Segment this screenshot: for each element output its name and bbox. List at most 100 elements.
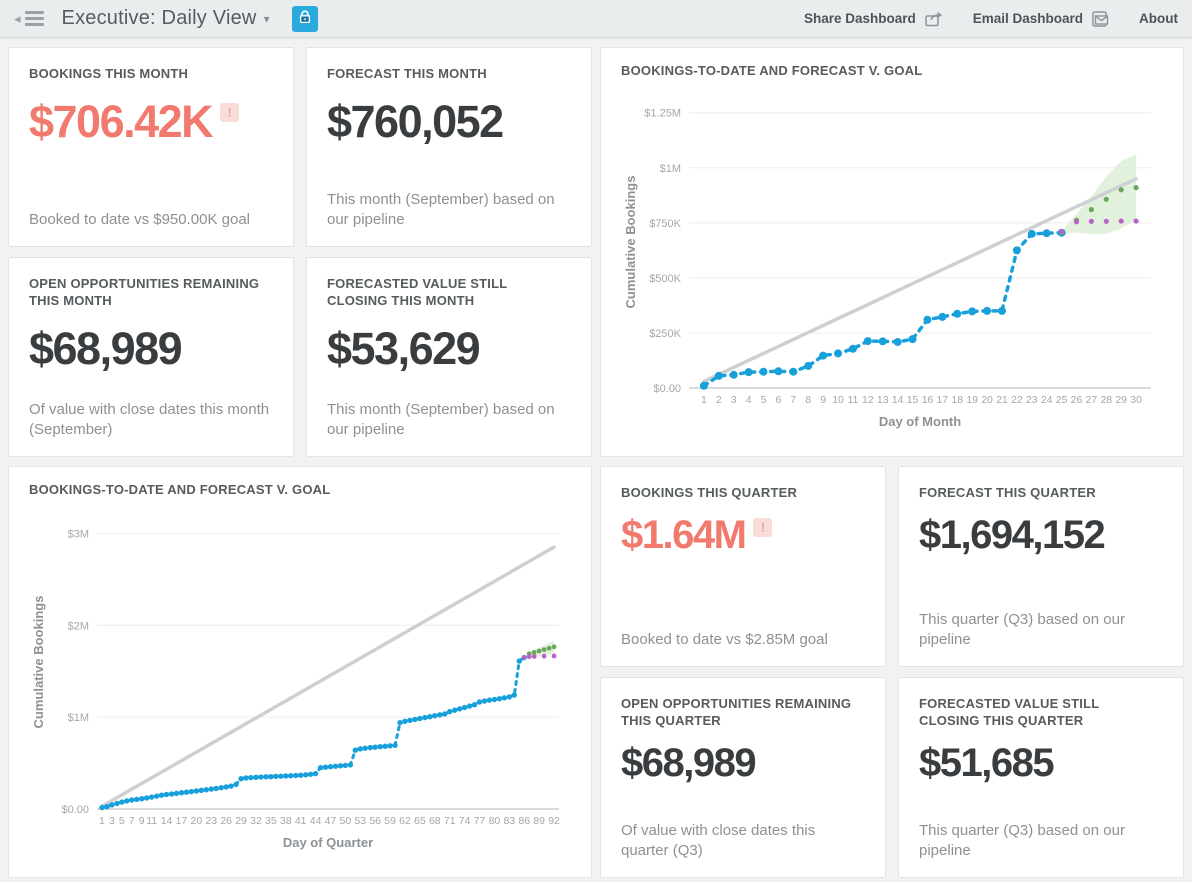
svg-text:$1M: $1M — [660, 163, 681, 175]
card-value: $68,989 — [621, 741, 757, 786]
share-icon — [924, 11, 943, 27]
svg-text:20: 20 — [981, 394, 993, 406]
svg-text:11: 11 — [847, 394, 858, 406]
svg-text:15: 15 — [907, 394, 919, 406]
card-value: $53,629 — [327, 323, 481, 375]
card-title: OPEN OPPORTUNITIES REMAINING THIS QUARTE… — [621, 696, 852, 729]
svg-text:44: 44 — [310, 815, 322, 827]
quarter-chart-card: BOOKINGS-TO-DATE AND FORECAST V. GOAL $0… — [8, 466, 592, 878]
svg-text:68: 68 — [429, 815, 441, 827]
svg-text:$500K: $500K — [649, 273, 681, 285]
card-title: BOOKINGS THIS QUARTER — [621, 485, 798, 500]
svg-text:20: 20 — [191, 815, 203, 827]
month-stats-quadrant: BOOKINGS THIS MONTH $706.42K! Booked to … — [8, 47, 592, 457]
svg-text:13: 13 — [877, 394, 889, 406]
svg-text:2: 2 — [716, 394, 722, 406]
svg-text:89: 89 — [533, 815, 545, 827]
lock-button[interactable] — [291, 5, 318, 32]
svg-text:$1M: $1M — [68, 712, 89, 724]
svg-text:12: 12 — [862, 394, 874, 406]
svg-text:14: 14 — [161, 815, 173, 827]
topbar-actions: Share Dashboard Email Dashboard About — [804, 10, 1178, 27]
dashboard-title[interactable]: Executive: Daily View — [61, 7, 257, 29]
stat-card-forecasted-value-quarter: FORECASTED VALUE STILL CLOSING THIS QUAR… — [898, 677, 1184, 878]
card-caption: This month (September) based on our pipe… — [327, 190, 555, 228]
svg-text:9: 9 — [139, 815, 145, 827]
svg-text:$2M: $2M — [68, 620, 89, 632]
svg-text:22: 22 — [1011, 394, 1023, 406]
svg-text:$3M: $3M — [68, 528, 89, 540]
svg-text:47: 47 — [325, 815, 337, 827]
svg-text:86: 86 — [518, 815, 530, 827]
card-value: $1.64M! — [621, 513, 865, 558]
email-dashboard-label: Email Dashboard — [972, 11, 1084, 26]
svg-text:50: 50 — [340, 815, 352, 827]
month-chart-card: BOOKINGS-TO-DATE AND FORECAST V. GOAL $0… — [600, 47, 1184, 457]
svg-text:56: 56 — [369, 815, 381, 827]
card-value: $68,989 — [29, 323, 183, 375]
svg-text:9: 9 — [820, 394, 826, 406]
svg-text:5: 5 — [119, 815, 125, 827]
dashboard-menu-button[interactable]: ◂ — [14, 11, 44, 26]
svg-text:65: 65 — [414, 815, 426, 827]
about-button[interactable]: About — [1139, 11, 1178, 26]
svg-text:27: 27 — [1086, 394, 1098, 406]
svg-text:7: 7 — [129, 815, 135, 827]
email-dashboard-button[interactable]: Email Dashboard — [972, 10, 1109, 27]
svg-text:92: 92 — [548, 815, 560, 827]
svg-text:53: 53 — [354, 815, 366, 827]
hamburger-icon — [24, 11, 44, 26]
svg-text:29: 29 — [1115, 394, 1127, 406]
svg-text:$750K: $750K — [649, 218, 681, 230]
card-caption: This quarter (Q3) based on our pipeline — [919, 821, 1125, 859]
svg-text:80: 80 — [489, 815, 501, 827]
stat-card-open-opportunities-quarter: OPEN OPPORTUNITIES REMAINING THIS QUARTE… — [600, 677, 886, 878]
card-caption: Booked to date vs $2.85M goal — [621, 630, 828, 648]
svg-text:38: 38 — [280, 815, 292, 827]
top-bar: ◂ Executive: Daily View ▾ Share Dashboar… — [0, 0, 1192, 38]
svg-text:1: 1 — [701, 394, 707, 406]
svg-text:26: 26 — [1071, 394, 1083, 406]
svg-text:41: 41 — [295, 815, 307, 827]
card-caption: This quarter (Q3) based on our pipeline — [919, 610, 1125, 648]
svg-text:26: 26 — [220, 815, 232, 827]
share-dashboard-button[interactable]: Share Dashboard — [804, 11, 943, 27]
share-dashboard-label: Share Dashboard — [803, 11, 916, 26]
svg-text:74: 74 — [459, 815, 471, 827]
svg-text:32: 32 — [250, 815, 262, 827]
svg-text:8: 8 — [805, 394, 811, 406]
svg-text:$0.00: $0.00 — [653, 383, 681, 395]
email-icon — [1092, 10, 1109, 27]
svg-text:24: 24 — [1041, 394, 1053, 406]
card-value: $706.42K! — [29, 96, 273, 148]
quarter-stats-quadrant: BOOKINGS THIS QUARTER $1.64M! Booked to … — [600, 466, 1184, 878]
svg-text:Cumulative Bookings: Cumulative Bookings — [31, 596, 46, 729]
card-value: $51,685 — [919, 741, 1055, 786]
warning-badge-icon: ! — [753, 518, 773, 538]
svg-text:Day of Month: Day of Month — [879, 414, 961, 429]
svg-text:11: 11 — [146, 815, 157, 827]
svg-text:23: 23 — [205, 815, 217, 827]
svg-text:18: 18 — [951, 394, 963, 406]
stat-card-forecasted-value-month: FORECASTED VALUE STILL CLOSING THIS MONT… — [306, 257, 592, 457]
svg-text:17: 17 — [937, 394, 949, 406]
svg-text:28: 28 — [1100, 394, 1112, 406]
chevron-down-icon[interactable]: ▾ — [263, 11, 270, 26]
svg-text:77: 77 — [474, 815, 486, 827]
card-title: FORECAST THIS MONTH — [327, 66, 487, 81]
stat-card-open-opportunities-month: OPEN OPPORTUNITIES REMAINING THIS MONTH … — [8, 257, 294, 457]
svg-text:21: 21 — [996, 394, 1008, 406]
svg-text:6: 6 — [775, 394, 781, 406]
card-title: FORECASTED VALUE STILL CLOSING THIS QUAR… — [919, 696, 1100, 729]
svg-text:5: 5 — [761, 394, 767, 406]
svg-text:25: 25 — [1056, 394, 1068, 406]
card-title: BOOKINGS THIS MONTH — [29, 66, 189, 81]
svg-text:$250K: $250K — [649, 328, 681, 340]
stat-card-forecast-this-quarter: FORECAST THIS QUARTER $1,694,152 This qu… — [898, 466, 1184, 667]
svg-text:62: 62 — [399, 815, 411, 827]
card-value: $1,694,152 — [919, 513, 1106, 558]
svg-text:4: 4 — [746, 394, 752, 406]
chart-title: BOOKINGS-TO-DATE AND FORECAST V. GOAL — [621, 63, 923, 78]
dashboard-grid: BOOKINGS THIS MONTH $706.42K! Booked to … — [0, 38, 1192, 882]
